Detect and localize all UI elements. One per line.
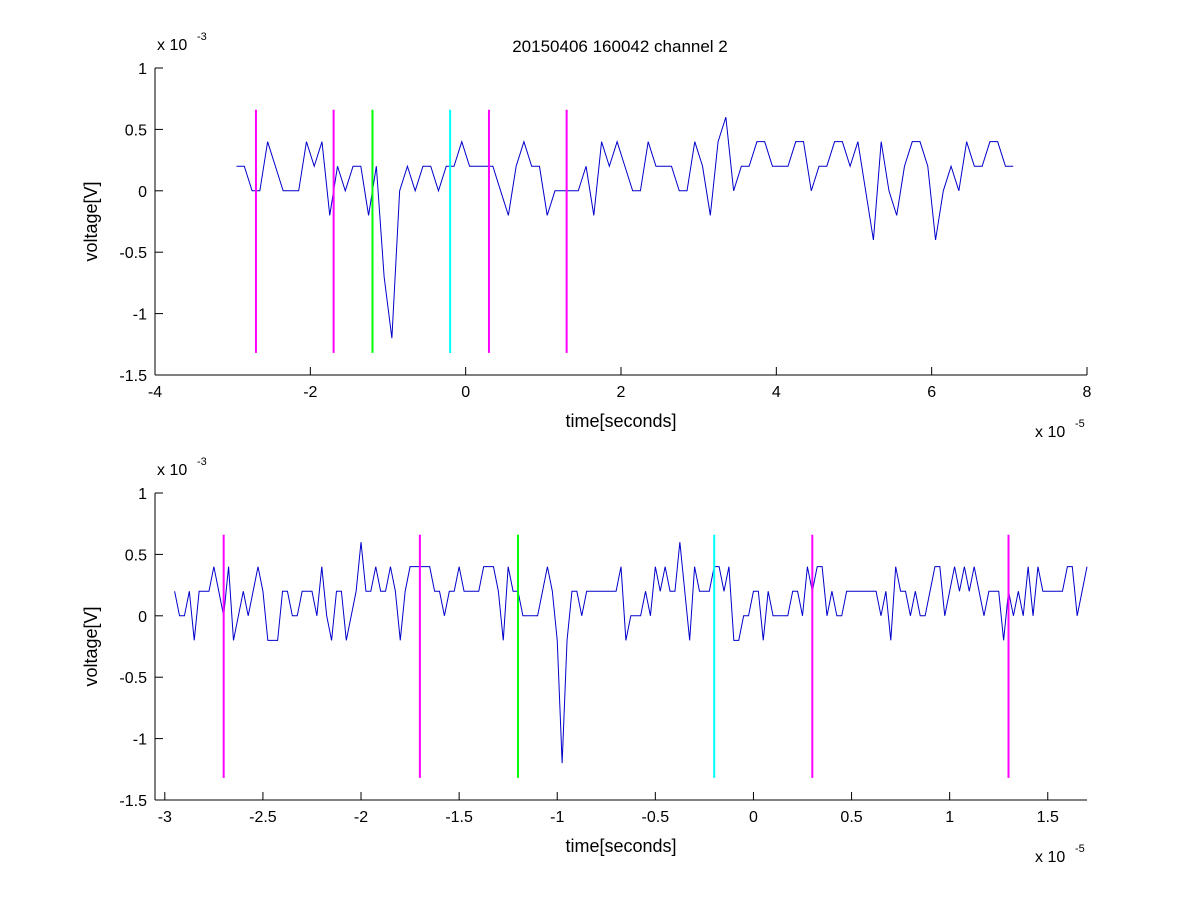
y-tick-label: 0.5 xyxy=(125,122,147,139)
x-tick-label: -4 xyxy=(148,384,162,401)
figure-title: 20150406 160042 channel 2 xyxy=(512,37,728,56)
y-axis-label: voltage[V] xyxy=(81,606,101,686)
y-tick-label: -0.5 xyxy=(119,245,147,262)
y-exponent-superscript: -3 xyxy=(197,456,207,468)
x-axis-label: time[seconds] xyxy=(565,411,676,431)
y-axis-label: voltage[V] xyxy=(81,181,101,261)
y-exponent-superscript: -3 xyxy=(197,31,207,43)
x-tick-label: 2 xyxy=(617,384,626,401)
x-exponent-superscript: -5 xyxy=(1075,418,1085,430)
y-exponent-label: x 10 xyxy=(157,462,187,479)
signal-trace xyxy=(174,542,1088,764)
x-exponent-label: x 10 xyxy=(1035,424,1065,441)
y-tick-label: -1.5 xyxy=(119,793,147,810)
x-tick-label: -0.5 xyxy=(642,809,670,826)
x-axis-label: time[seconds] xyxy=(565,836,676,856)
y-tick-label: -1.5 xyxy=(119,368,147,385)
y-tick-label: 0.5 xyxy=(125,547,147,564)
x-tick-label: 0.5 xyxy=(840,809,862,826)
x-tick-label: -1 xyxy=(550,809,564,826)
x-tick-label: -3 xyxy=(158,809,172,826)
y-tick-label: 0 xyxy=(138,609,147,626)
x-tick-label: 0 xyxy=(461,384,470,401)
x-tick-label: 1.5 xyxy=(1037,809,1059,826)
x-tick-label: -2 xyxy=(354,809,368,826)
y-tick-label: 1 xyxy=(138,61,147,78)
x-tick-label: -2 xyxy=(303,384,317,401)
x-tick-label: -2.5 xyxy=(249,809,277,826)
x-tick-label: 0 xyxy=(749,809,758,826)
x-tick-label: 6 xyxy=(927,384,936,401)
signal-trace xyxy=(236,116,1014,339)
plot-bottom: -3 -2.5 -2 -1.5 -1 -0.5 0 0.5 1 1.5 -1.5 -1 -0.5 0 0.5… xyxy=(81,456,1088,866)
x-tick-label: 4 xyxy=(772,384,781,401)
x-tick-label: 1 xyxy=(945,809,954,826)
y-exponent-label: x 10 xyxy=(157,37,187,54)
x-tick-label: 8 xyxy=(1083,384,1092,401)
y-tick-label: -1 xyxy=(133,732,147,749)
y-tick-label: -1 xyxy=(133,307,147,324)
x-exponent-label: x 10 xyxy=(1035,849,1065,866)
x-tick-label: -1.5 xyxy=(445,809,473,826)
y-tick-label: 0 xyxy=(138,184,147,201)
y-tick-label: 1 xyxy=(138,486,147,503)
plot-top: -4 -2 0 2 4 6 8 -1.5 -1 -0.5 0 0.5 1 x 10 -3 x 10 -5 time… xyxy=(81,31,1092,441)
y-tick-label: -0.5 xyxy=(119,670,147,687)
x-exponent-superscript: -5 xyxy=(1075,843,1085,855)
